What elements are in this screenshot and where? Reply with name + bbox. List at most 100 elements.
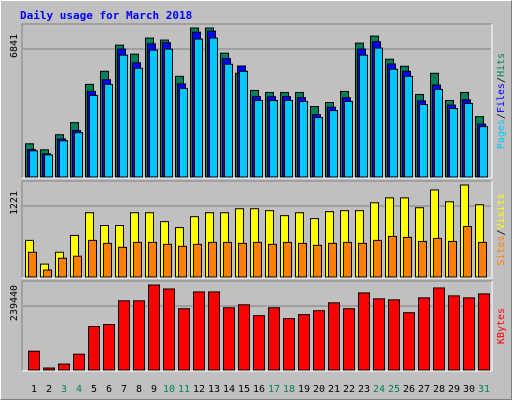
y-tick-label: 1221	[9, 191, 20, 215]
bar	[179, 87, 188, 178]
bar	[58, 257, 67, 278]
x-tick-label: 3	[61, 384, 67, 395]
bar	[329, 110, 338, 178]
bar	[283, 318, 295, 371]
bar	[43, 269, 52, 278]
chart-title: Daily usage for March 2018	[20, 9, 192, 22]
bar	[283, 241, 292, 278]
bar	[268, 307, 280, 371]
bar	[224, 63, 233, 178]
bar	[313, 244, 322, 278]
legend-entry: Files	[496, 83, 507, 113]
x-tick-label: 11	[178, 384, 190, 395]
bar	[344, 100, 353, 178]
bar	[373, 239, 382, 278]
bar	[478, 293, 490, 371]
panel-bevel-light	[22, 281, 493, 372]
x-tick-label: 28	[433, 384, 445, 395]
bar	[433, 237, 442, 278]
bar	[374, 47, 383, 178]
bar	[463, 297, 475, 371]
bar	[103, 242, 112, 278]
x-tick-label: 16	[253, 384, 265, 395]
x-tick-label: 9	[151, 384, 157, 395]
bar	[403, 236, 412, 278]
y-tick-label: 239440	[9, 285, 20, 321]
bar	[298, 242, 307, 278]
x-tick-label: 6	[106, 384, 112, 395]
x-tick-label: 26	[403, 384, 415, 395]
bar	[178, 245, 187, 278]
bar	[373, 298, 385, 371]
panel-bevel-dark	[21, 180, 492, 278]
x-tick-label: 15	[238, 384, 250, 395]
legend-entry: KBytes	[496, 308, 507, 344]
legend: KBytes	[496, 308, 507, 344]
bar	[238, 242, 247, 278]
legend: Sites/Visits	[496, 193, 507, 265]
bar	[418, 297, 430, 371]
bar	[88, 239, 97, 278]
bar	[388, 299, 400, 371]
bar	[419, 104, 428, 178]
bar	[403, 312, 415, 371]
bar	[193, 243, 202, 278]
bar	[239, 70, 248, 178]
bar	[464, 103, 473, 178]
bar	[103, 324, 115, 371]
x-tick-label: 12	[193, 384, 205, 395]
legend-separator: /	[496, 229, 507, 235]
bar	[134, 67, 143, 178]
bar	[118, 246, 127, 278]
bar	[298, 314, 310, 371]
bar	[223, 241, 232, 278]
bar	[238, 304, 250, 371]
bar	[343, 241, 352, 278]
bar	[28, 251, 37, 278]
bar	[433, 287, 445, 371]
x-tick-label: 22	[343, 384, 355, 395]
x-tick-label: 18	[283, 384, 295, 395]
bar	[133, 300, 145, 371]
bar	[404, 75, 413, 178]
panel-bevel-dark	[21, 280, 492, 371]
bar	[448, 240, 457, 278]
x-tick-label: 23	[358, 384, 370, 395]
bar	[388, 235, 397, 278]
x-tick-label: 17	[268, 384, 280, 395]
x-tick-label: 21	[328, 384, 340, 395]
bar	[88, 326, 100, 371]
panel-bevel-light	[22, 181, 493, 279]
bar	[254, 99, 263, 178]
bar	[44, 154, 53, 178]
bar	[209, 37, 218, 178]
bar	[269, 99, 278, 178]
bar	[284, 99, 293, 178]
bar	[28, 350, 40, 371]
bar	[479, 126, 488, 178]
bar	[313, 310, 325, 371]
legend-entry: Visits	[496, 193, 507, 229]
legend-separator: /	[496, 77, 507, 83]
legend-entry: Pages	[496, 119, 507, 149]
bar	[73, 353, 85, 371]
bar	[358, 242, 367, 278]
bar	[208, 291, 220, 371]
bar	[89, 94, 98, 178]
bar	[163, 288, 175, 371]
bar	[418, 240, 427, 278]
x-tick-label: 14	[223, 384, 235, 395]
bar	[449, 108, 458, 178]
bar	[268, 243, 277, 278]
bar	[163, 243, 172, 278]
x-tick-label: 19	[298, 384, 310, 395]
bar	[358, 292, 370, 371]
bar	[73, 255, 82, 278]
bar	[223, 307, 235, 371]
bar	[463, 226, 472, 278]
x-tick-label: 13	[208, 384, 220, 395]
bar	[328, 242, 337, 278]
